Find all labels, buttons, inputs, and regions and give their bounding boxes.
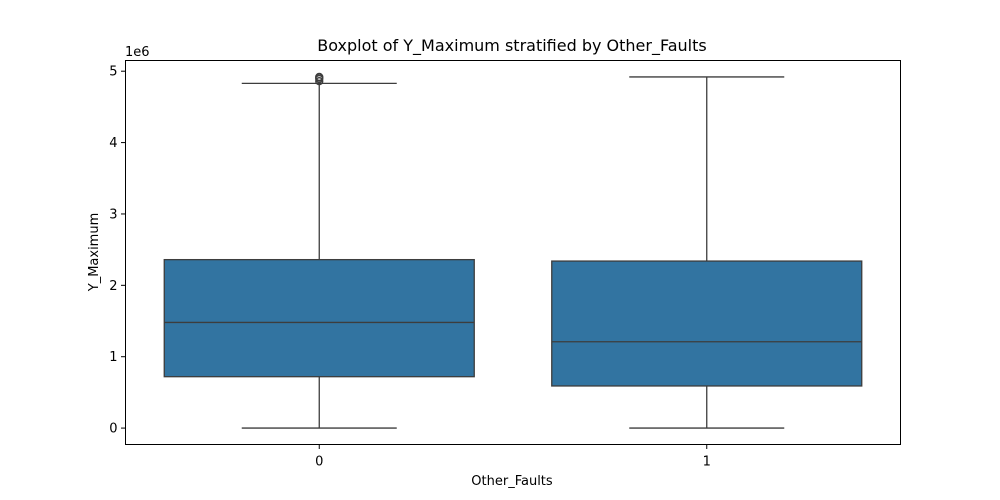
x-tick-label: 1 [703,455,711,470]
y-axis-offset-label: 1e6 [125,45,150,60]
plot-area [163,72,863,429]
y-tick-label: 2 [109,279,117,294]
plot-frame [125,60,901,445]
box-group-1 [551,76,863,429]
y-tick-label: 3 [109,207,117,222]
outlier-point [315,72,324,82]
iqr-box [163,258,475,378]
x-tick-label: 0 [315,455,323,470]
y-tick-label: 4 [109,136,117,151]
y-tick-label: 0 [109,422,117,437]
y-tick-label: 5 [109,65,117,80]
y-axis-label: Y_Maximum [87,213,102,293]
y-tick-label: 1 [109,350,117,365]
iqr-box [551,260,863,387]
x-axis-label: Other_Faults [471,474,553,489]
box-group-0 [163,72,475,429]
chart-title: Boxplot of Y_Maximum stratified by Other… [317,36,706,56]
